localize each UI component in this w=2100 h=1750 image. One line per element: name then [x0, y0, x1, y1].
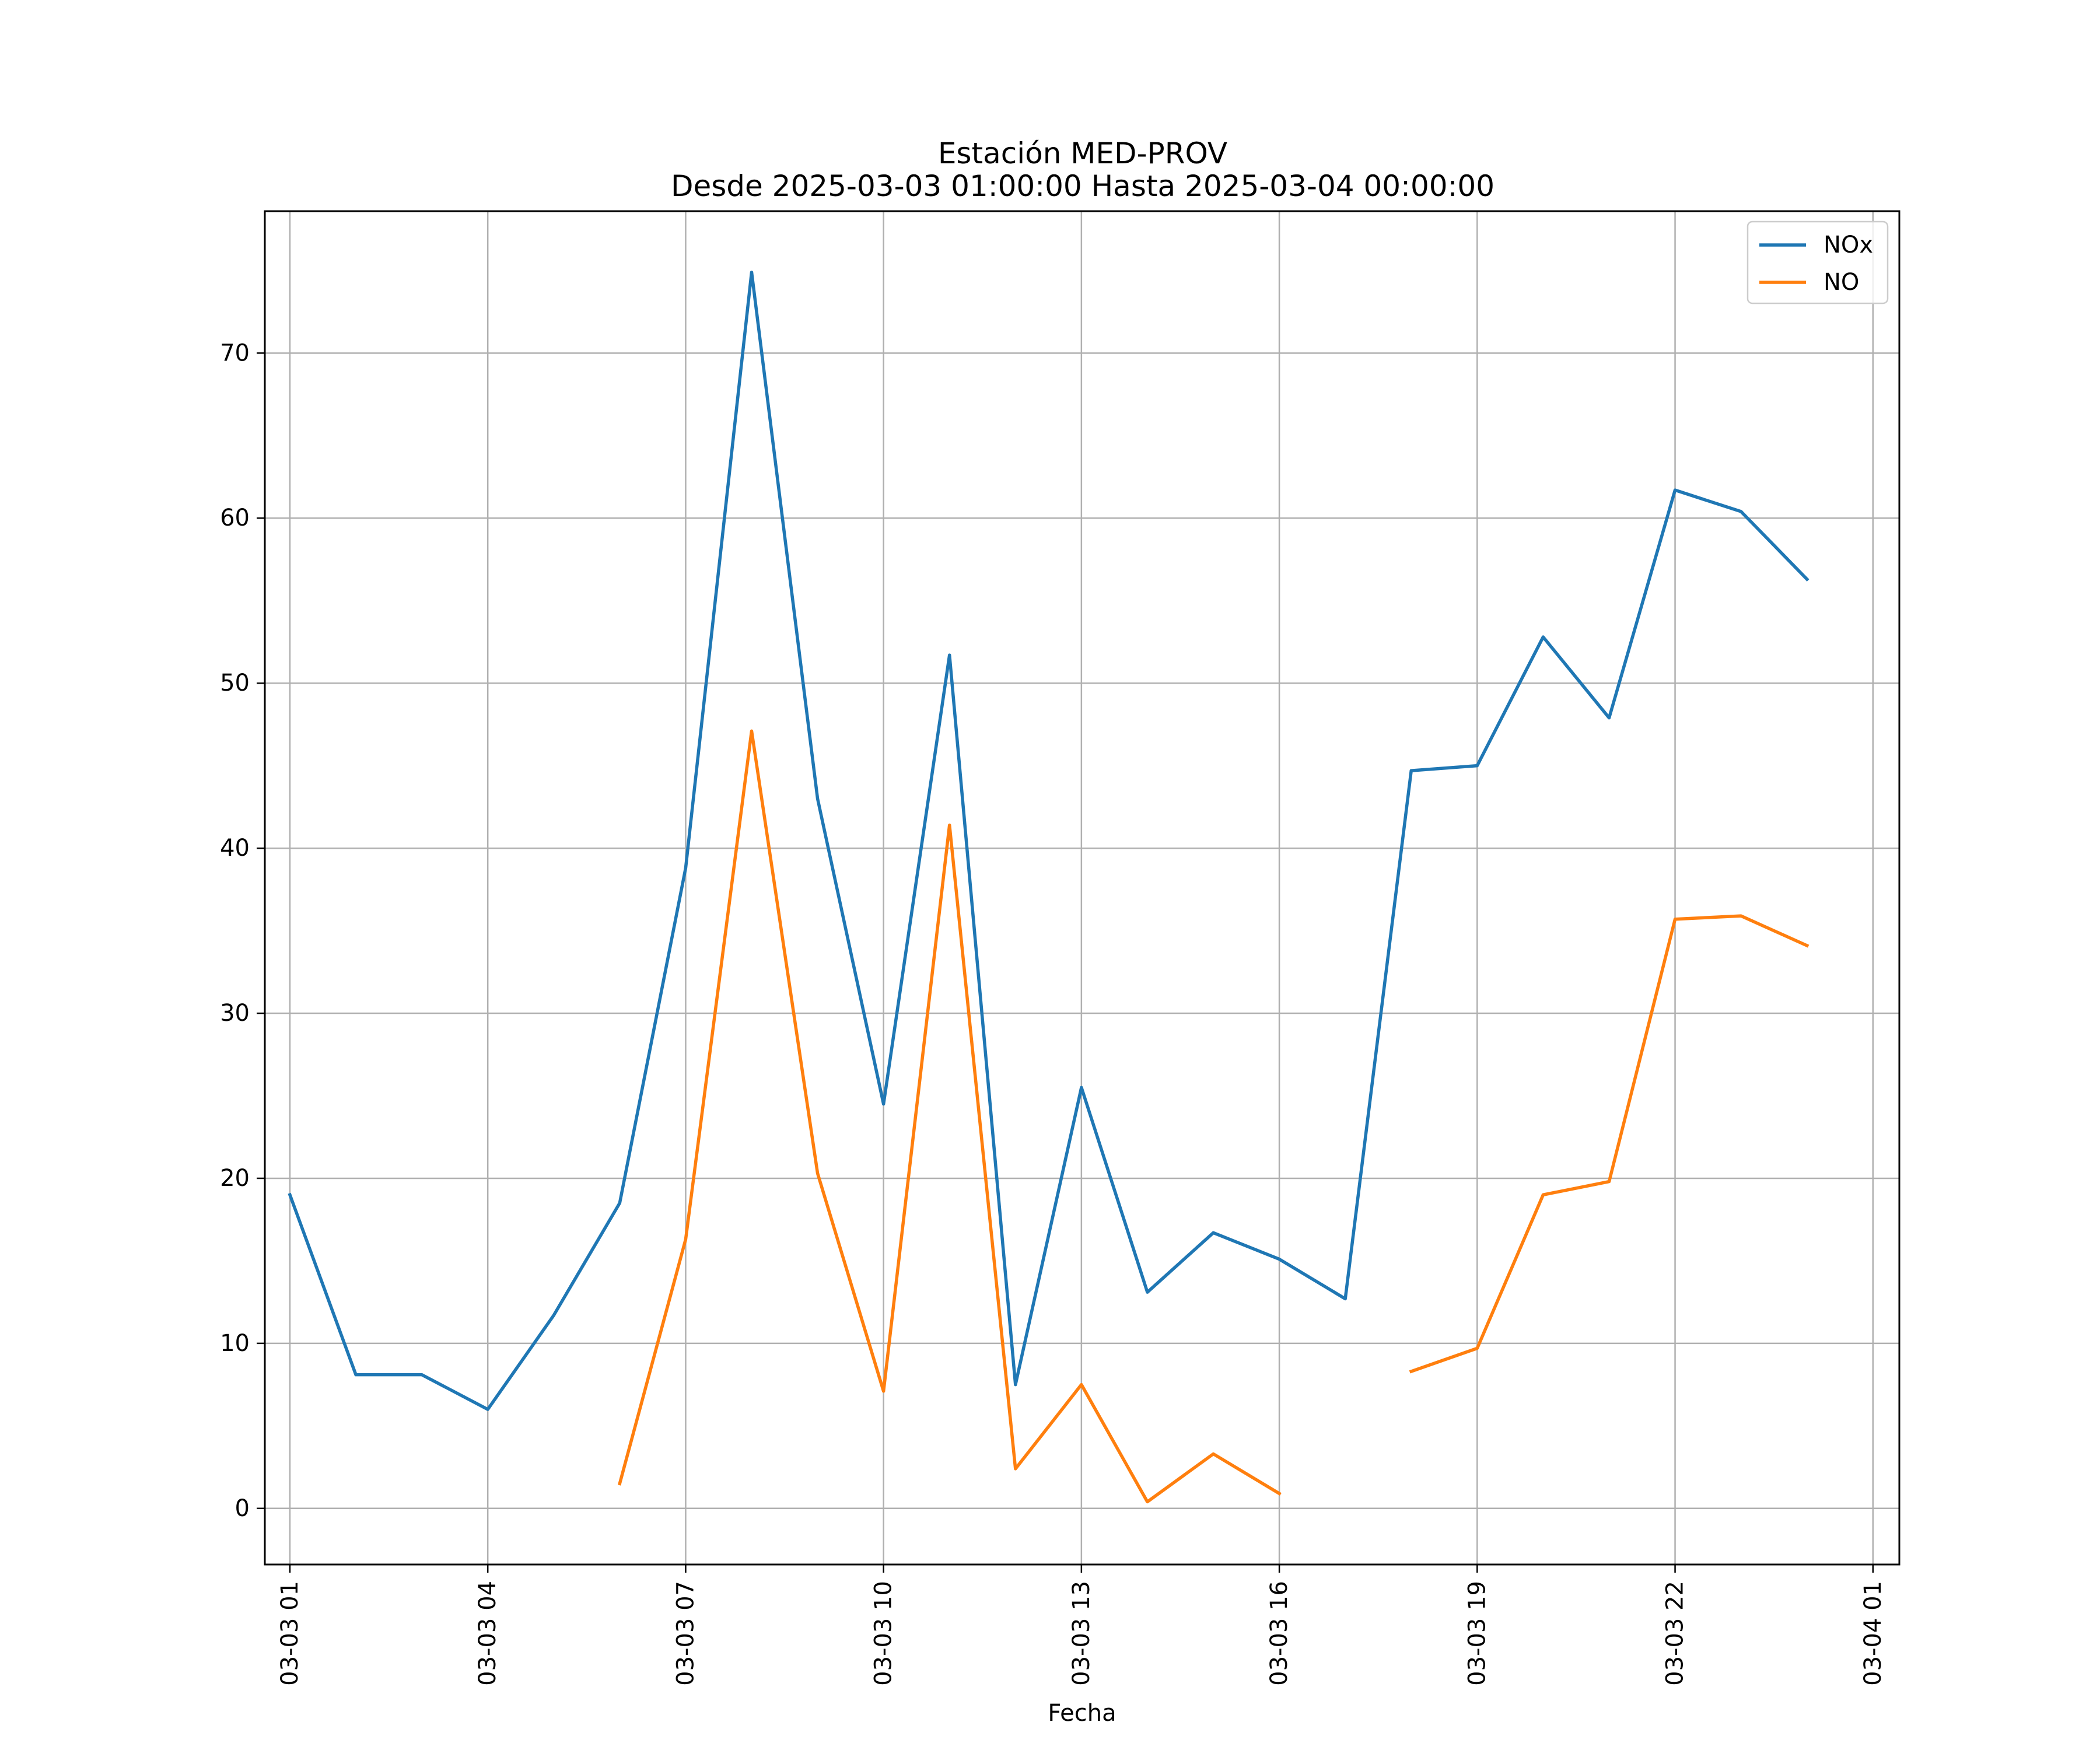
series-line-no: [617, 729, 1282, 1504]
legend: NOx NO: [1746, 220, 1889, 304]
y-tick-label: 70: [220, 340, 250, 366]
series-line-no: [1409, 914, 1810, 1374]
y-tick-label: 10: [220, 1330, 250, 1357]
x-tick-label: 03-03 10: [870, 1581, 897, 1686]
x-tick-label: 03-03 16: [1266, 1581, 1293, 1686]
x-tick-label: 03-03 01: [276, 1581, 303, 1686]
series-no-group: [617, 729, 1810, 1504]
x-axis-label: Fecha: [1048, 1700, 1116, 1727]
chart-title-line1: Estación MED-PROV: [938, 136, 1227, 170]
chart-title-line2: Desde 2025-03-03 01:00:00 Hasta 2025-03-…: [671, 169, 1494, 203]
axis-ticks: 03-03 01 03-03 04 03-03 07 03-03 10 03-03 13…: [220, 340, 1887, 1686]
x-tick-label: 03-03 07: [672, 1581, 699, 1686]
series-nox-group: [288, 270, 1810, 1411]
x-tick-label: 03-04 01: [1860, 1581, 1887, 1686]
series-lines: [288, 270, 1810, 1504]
y-tick-label: 40: [220, 835, 250, 862]
legend-label-no: NO: [1824, 269, 1859, 296]
y-tick-label: 0: [235, 1495, 250, 1522]
y-tick-label: 20: [220, 1165, 250, 1192]
y-tick-label: 60: [220, 505, 250, 531]
y-tick-label: 50: [220, 670, 250, 696]
legend-label-nox: NOx: [1824, 232, 1873, 258]
series-line-nox: [288, 270, 1810, 1411]
x-tick-label: 03-03 04: [474, 1581, 501, 1686]
grid-lines: [265, 211, 1899, 1564]
x-tick-label: 03-03 22: [1662, 1581, 1689, 1686]
x-tick-label: 03-03 13: [1068, 1581, 1095, 1686]
y-tick-label: 30: [220, 1000, 250, 1027]
x-tick-label: 03-03 19: [1464, 1581, 1490, 1686]
